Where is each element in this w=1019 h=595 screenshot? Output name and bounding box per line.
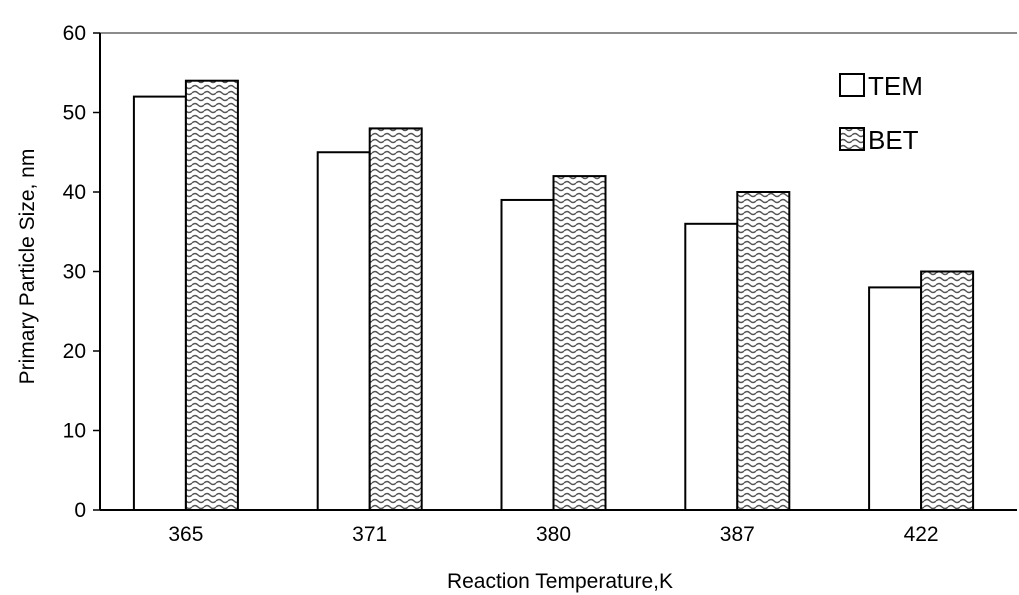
x-tick-label: 365 <box>168 523 203 546</box>
legend-swatch-tem <box>839 73 865 97</box>
x-tick-label: 422 <box>904 523 939 546</box>
y-tick-label: 0 <box>74 499 86 522</box>
legend-label-tem: TEM <box>868 71 923 101</box>
bar-tem-365 <box>132 95 187 511</box>
x-tick-label: 387 <box>720 523 755 546</box>
legend: TEM BET <box>839 71 923 155</box>
legend-swatch-bet <box>839 127 865 151</box>
y-tick-label: 30 <box>63 261 86 284</box>
bar-bet-387 <box>736 191 791 511</box>
bar-tem-380 <box>500 198 555 511</box>
bars-group <box>132 79 975 512</box>
bar-bet-371 <box>368 127 423 511</box>
y-tick-label: 20 <box>63 340 86 363</box>
legend-label-bet: BET <box>868 125 919 155</box>
y-axis: 0 10 20 30 40 50 60 <box>63 22 100 522</box>
bar-tem-422 <box>868 286 923 511</box>
bar-tem-371 <box>316 151 371 511</box>
bar-bet-422 <box>920 270 975 511</box>
x-tick-label: 371 <box>352 523 387 546</box>
bar-bet-380 <box>552 175 607 511</box>
y-tick-label: 60 <box>63 22 86 45</box>
bar-bet-365 <box>184 79 239 511</box>
bar-tem-387 <box>684 222 739 512</box>
y-tick-label: 50 <box>63 102 86 125</box>
x-axis-title: Reaction Temperature,K <box>447 570 673 593</box>
y-tick-label: 40 <box>63 181 86 204</box>
x-axis: 365 371 380 387 422 <box>168 523 938 546</box>
x-tick-label: 380 <box>536 523 571 546</box>
y-tick-label: 10 <box>63 420 86 443</box>
y-axis-title: Primary Particle Size, nm <box>16 149 39 385</box>
